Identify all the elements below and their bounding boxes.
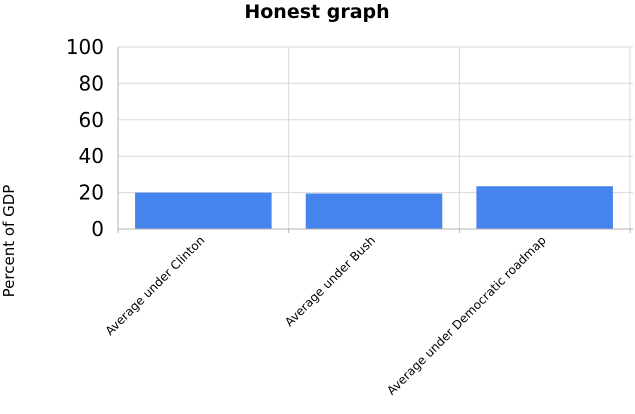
axes <box>117 47 633 233</box>
bar <box>476 186 613 229</box>
y-tick-label: 60 <box>79 108 104 132</box>
x-tick-labels: Average under Clinton Average under Bush A… <box>103 233 549 398</box>
bars <box>135 186 613 229</box>
y-tick-labels: 0 20 40 60 80 100 <box>66 35 104 241</box>
y-tick-label: 20 <box>79 181 104 205</box>
chart-title: Honest graph <box>244 1 389 23</box>
y-tick-label: 80 <box>79 71 104 95</box>
x-tick-label: Average under Clinton <box>103 233 208 338</box>
x-tick-label: Average under Democratic roadmap <box>384 233 549 398</box>
bar <box>305 193 443 229</box>
y-tick-label: 100 <box>66 35 104 59</box>
y-tick-label: 40 <box>79 144 104 168</box>
y-axis-label: Percent of GDP <box>0 185 18 298</box>
x-tick-label: Average under Bush <box>282 233 378 329</box>
bar <box>135 192 272 229</box>
y-tick-label: 0 <box>91 217 104 241</box>
